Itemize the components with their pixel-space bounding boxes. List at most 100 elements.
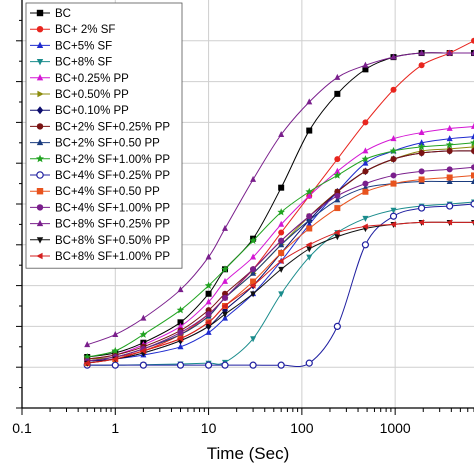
data-point [418,176,425,183]
data-point [306,213,313,220]
data-point [390,86,397,93]
data-point [177,286,184,293]
data-point [446,49,453,56]
data-point [176,361,185,369]
data-point [277,258,284,265]
data-point [205,253,212,260]
legend-item: BC+0.50% PP [30,89,129,101]
data-point [333,171,342,179]
data-point [362,61,369,68]
data-point [250,253,257,260]
data-point [36,59,44,66]
data-point [417,142,426,151]
data-point [306,225,313,232]
data-point [334,90,341,97]
data-point [334,167,341,174]
data-point [250,336,257,343]
series-16 [83,219,474,367]
data-point [111,356,118,363]
data-point [362,180,369,187]
legend: BC BC+ 2% SF BC+5% SF BC+8% SF BC+0.25% PP BC… [25,2,183,269]
data-point [205,290,212,297]
data-point [250,278,257,285]
data-point [471,49,474,56]
data-point [362,168,369,175]
data-point [362,188,369,195]
data-point [305,241,312,248]
legend-item: BC+2% SF+0.50 PP [30,138,160,150]
data-point [334,73,341,80]
data-point [36,154,44,163]
data-point [306,192,313,199]
data-point [362,159,369,166]
data-point [362,184,369,191]
legend-label: BC+4% SF+0.50 PP [55,186,160,198]
data-point [204,319,211,326]
data-point [418,129,425,135]
data-point [277,208,285,216]
legend-label: BC+0.10% PP [55,105,129,117]
data-point [361,241,370,249]
data-point [471,122,474,129]
data-point [390,172,397,179]
data-point [390,156,397,163]
data-point [37,90,44,98]
legend-item: BC+0.25% PP [30,73,129,85]
data-point [390,53,397,60]
series-13 [84,164,474,365]
data-point [390,135,397,142]
legend-box [25,2,183,269]
data-point [306,254,313,261]
data-point [36,252,43,260]
data-point [470,138,474,147]
data-point [221,265,229,273]
legend-item: BC+5% SF [30,40,112,52]
legend-label: BC+8% SF+0.50% PP [55,235,170,247]
data-point [112,330,119,337]
data-point [446,219,453,226]
data-point [204,281,213,289]
x-tick-label: 1000 [380,420,411,436]
data-point [36,188,44,195]
data-point [83,353,92,361]
data-point [390,180,397,187]
data-point [36,138,44,146]
data-point [471,164,474,171]
data-point [470,220,474,225]
data-point [361,223,368,230]
data-point [249,236,257,244]
data-point [278,220,285,227]
data-point [362,215,369,222]
data-point [36,219,44,227]
legend-item: BC+8% SF+0.50% PP [30,235,170,247]
data-point [418,49,425,56]
data-point [140,314,147,321]
data-point [177,329,184,336]
legend-label: BC+8% SF [55,57,112,69]
data-point [36,41,44,48]
legend-label: BC+4% SF+1.00% PP [55,202,170,214]
data-point [334,192,341,199]
data-point [221,361,229,369]
data-point [177,319,184,326]
data-point [333,229,340,236]
data-point [446,202,454,210]
legend-item: BC+4% SF+0.50 PP [30,186,160,198]
data-point [139,361,147,369]
data-point [278,291,285,298]
legend-item: BC+2% SF+0.25% PP [30,121,170,133]
data-point [250,291,257,298]
legend-label: BC+4% SF+0.25% PP [55,170,170,182]
data-point [111,361,119,369]
data-point [205,324,212,330]
data-point [417,219,424,226]
data-point [306,98,313,105]
data-point [334,156,341,163]
x-tick-label: 10 [201,420,217,436]
data-point [205,328,212,335]
data-point [334,234,341,241]
data-point [36,106,44,115]
data-point [417,204,426,212]
data-point [305,359,313,367]
legend-item: BC+8% SF+0.25% PP [30,219,170,231]
